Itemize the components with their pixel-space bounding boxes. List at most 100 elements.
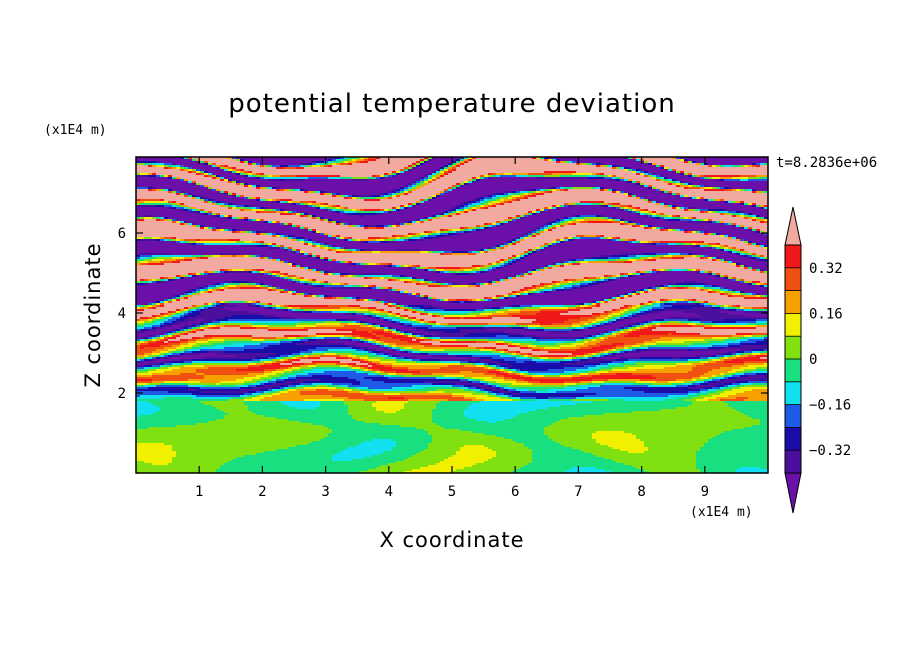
contour-cell <box>164 365 173 368</box>
contour-cell <box>388 373 397 376</box>
contour-cell <box>324 321 341 324</box>
contour-cell <box>460 185 465 188</box>
contour-cell <box>184 221 189 224</box>
contour-cell <box>332 375 385 378</box>
contour-cell <box>368 227 377 230</box>
contour-cell <box>352 159 357 162</box>
contour-cell <box>240 327 257 330</box>
contour-cell <box>152 187 157 190</box>
contour-cell <box>520 289 525 292</box>
contour-cell <box>340 235 393 238</box>
contour-cell <box>524 307 541 310</box>
contour-cell <box>280 187 401 190</box>
contour-cell <box>436 307 445 310</box>
contour-cell <box>284 233 321 236</box>
contour-cell <box>688 173 693 176</box>
contour-cell <box>728 187 733 190</box>
contour-cell <box>408 189 413 192</box>
contour-cell <box>340 355 349 358</box>
contour-cell <box>136 267 301 270</box>
contour-cell <box>728 343 741 346</box>
contour-cell <box>500 309 509 312</box>
contour-cell <box>164 333 169 336</box>
contour-cell <box>144 355 149 358</box>
contour-cell <box>484 249 489 252</box>
contour-cell <box>320 255 513 258</box>
contour-cell <box>296 189 301 192</box>
contour-cell <box>640 223 721 226</box>
contour-cell <box>672 357 681 360</box>
contour-cell <box>564 341 577 344</box>
contour-cell <box>136 173 141 176</box>
contour-cell <box>536 195 629 198</box>
contour-cell <box>724 305 729 308</box>
contour-cell <box>280 363 293 366</box>
contour-cell <box>376 327 381 330</box>
contour-cell <box>248 171 253 174</box>
contour-cell <box>420 161 425 164</box>
contour-cell <box>692 245 697 248</box>
contour-cell <box>200 171 205 174</box>
contour-cell <box>548 187 553 190</box>
contour-cell <box>508 349 533 352</box>
contour-cell <box>348 225 353 228</box>
contour-cell <box>612 217 617 220</box>
contour-cell <box>344 335 353 338</box>
contour-cell <box>512 293 517 296</box>
contour-cell <box>656 253 669 256</box>
contour-cell <box>184 257 197 260</box>
contour-cell <box>224 289 269 292</box>
contour-cell <box>256 283 261 286</box>
contour-cell <box>320 231 425 234</box>
contour-cell <box>504 339 537 342</box>
contour-cell <box>432 373 485 376</box>
contour-cell <box>468 183 637 186</box>
contour-cell <box>564 241 625 244</box>
contour-cell <box>388 355 393 358</box>
contour-cell <box>388 191 393 194</box>
contour-cell <box>336 223 341 226</box>
contour-cell <box>392 191 397 194</box>
contour-cell <box>488 315 513 318</box>
contour-cell <box>696 175 701 178</box>
contour-cell <box>428 285 441 288</box>
contour-cell <box>384 227 461 230</box>
contour-cell <box>600 301 605 304</box>
contour-cell <box>140 337 145 340</box>
contour-cell <box>208 341 225 344</box>
contour-cell <box>564 187 573 190</box>
contour-cell <box>472 299 477 302</box>
contour-cell <box>504 223 545 226</box>
contour-cell <box>524 291 529 294</box>
contour-cell <box>144 309 177 312</box>
contour-cell <box>356 297 361 300</box>
contour-cell <box>712 369 733 372</box>
contour-cell <box>480 313 493 316</box>
contour-cell <box>412 181 417 184</box>
contour-cell <box>136 241 173 244</box>
contour-cell <box>236 379 253 382</box>
contour-cell <box>436 315 441 318</box>
contour-cell <box>528 381 541 384</box>
contour-cell <box>720 165 725 168</box>
contour-cell <box>416 327 429 330</box>
contour-cell <box>176 201 205 204</box>
contour-cell <box>380 175 385 178</box>
contour-cell <box>224 317 281 320</box>
contour-cell <box>536 345 561 348</box>
contour-cell <box>484 309 493 312</box>
contour-cell <box>680 193 768 196</box>
contour-cell <box>180 343 189 346</box>
contour-cell <box>412 347 477 350</box>
contour-cell <box>364 349 369 352</box>
contour-cell <box>192 307 197 310</box>
contour-cell <box>244 349 309 352</box>
contour-cell <box>708 243 717 246</box>
contour-cell <box>484 229 533 232</box>
contour-cell <box>440 323 449 326</box>
contour-cell <box>156 355 161 358</box>
contour-cell <box>572 281 581 284</box>
contour-cell <box>200 183 237 186</box>
contour-cell <box>192 243 197 246</box>
contour-cell <box>416 279 421 282</box>
